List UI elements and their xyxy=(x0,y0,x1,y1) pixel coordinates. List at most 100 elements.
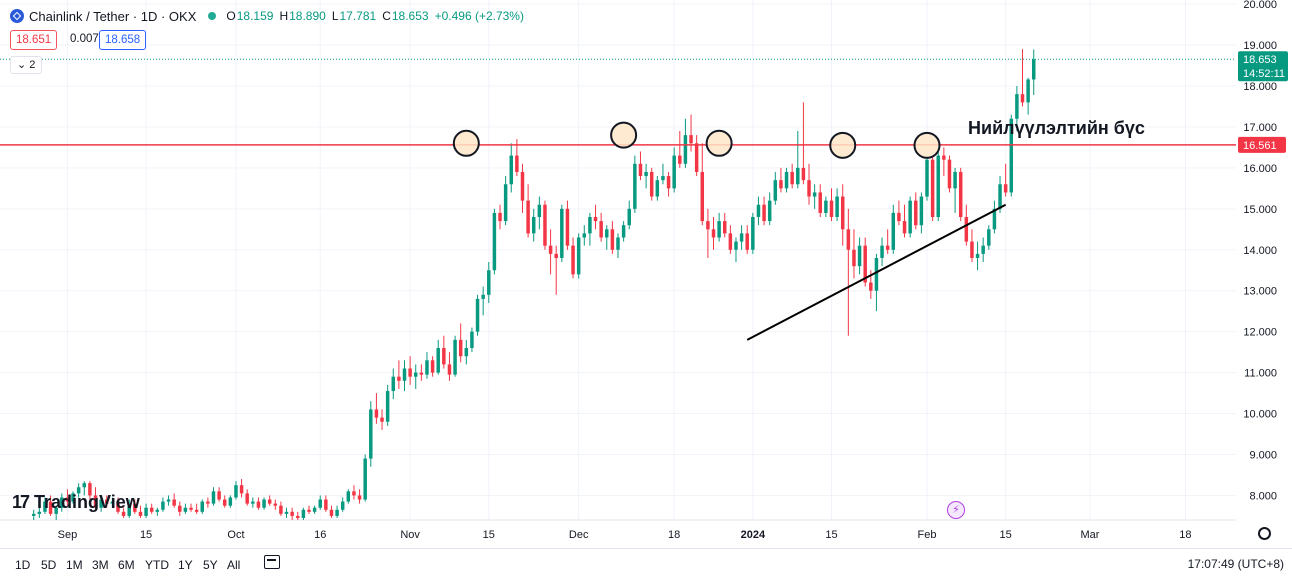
candle-body xyxy=(588,217,592,234)
candle-body xyxy=(116,501,120,512)
candle xyxy=(99,497,103,512)
candle-body xyxy=(633,163,637,209)
x-tick-label: 15 xyxy=(483,529,495,541)
x-tick-label: 18 xyxy=(668,529,680,541)
candle xyxy=(155,507,160,516)
candle-body xyxy=(857,245,862,267)
candle xyxy=(65,489,70,506)
sell-price-button[interactable]: 18.651 xyxy=(10,30,58,50)
candle-body xyxy=(739,233,744,242)
candle xyxy=(605,225,609,250)
candle-body xyxy=(194,509,199,512)
candle-body xyxy=(1032,59,1036,80)
timeframe-1m[interactable]: 1M xyxy=(66,558,83,572)
touch-circle[interactable] xyxy=(705,129,733,157)
candle xyxy=(301,507,306,520)
candle xyxy=(919,192,924,234)
candle xyxy=(638,151,643,181)
candle-body xyxy=(48,501,53,514)
candle xyxy=(537,196,542,230)
trend-line[interactable] xyxy=(746,203,1007,341)
tradingview-logo[interactable]: 17 TradingView xyxy=(12,492,140,513)
candle-body xyxy=(824,200,828,213)
candle-body xyxy=(840,196,845,230)
touch-circle[interactable] xyxy=(913,131,941,159)
candle-body xyxy=(745,233,749,250)
candle-body xyxy=(582,233,587,238)
touch-circle[interactable] xyxy=(829,131,857,159)
candle xyxy=(290,507,294,520)
candle-body xyxy=(902,221,907,234)
indicators-toggle[interactable]: ⌄ 2 xyxy=(10,56,43,74)
candle-body xyxy=(942,155,946,160)
timeframe-all[interactable]: All xyxy=(227,558,241,572)
candle xyxy=(796,131,800,189)
touch-circle[interactable] xyxy=(452,129,480,157)
candle xyxy=(43,497,47,514)
y-tick-label: 18.000 xyxy=(1243,81,1277,93)
y-tick-label: 10.000 xyxy=(1243,409,1277,421)
candle xyxy=(975,241,980,271)
price-chart[interactable]: 8.000 9.000 10.000 11.000 12.000 13.000 14.000… xyxy=(0,0,1292,548)
touch-circles[interactable] xyxy=(452,121,941,159)
gear-icon[interactable] xyxy=(1258,527,1271,540)
candle xyxy=(206,497,210,508)
candle-body xyxy=(380,417,384,422)
candle-body xyxy=(385,391,390,422)
resistance-annotation: Нийлүүлэлтийн бүс xyxy=(968,118,1145,138)
timeframe-ytd[interactable]: YTD xyxy=(145,558,169,572)
candle-body xyxy=(717,221,721,238)
timeframe-5y[interactable]: 5Y xyxy=(203,558,218,572)
resistance-price-label: 16.561 xyxy=(1243,140,1277,152)
flash-icon[interactable]: ⚡ xyxy=(947,501,965,519)
candle xyxy=(678,131,682,168)
candle-body xyxy=(492,212,497,271)
x-tick-label: 16 xyxy=(314,529,326,541)
candle-body xyxy=(644,171,648,177)
candle-body xyxy=(936,155,940,218)
x-tick-label: 15 xyxy=(140,529,152,541)
candle-body xyxy=(958,171,963,218)
candle xyxy=(560,204,564,263)
candle xyxy=(1026,77,1030,115)
y-axis: 8.000 9.000 10.000 11.000 12.000 13.000 14.000… xyxy=(1243,0,1277,502)
candle xyxy=(88,481,92,500)
candle-body xyxy=(700,171,705,222)
last-price-label: 18.653 xyxy=(1243,54,1277,66)
candle-body xyxy=(251,501,255,504)
timeframe-1y[interactable]: 1Y xyxy=(178,558,193,572)
candle-body xyxy=(279,505,283,514)
candle xyxy=(840,184,845,246)
candle xyxy=(172,493,176,508)
timeframe-1d[interactable]: 1D xyxy=(15,558,31,572)
candle-body xyxy=(998,184,1002,209)
resistance-price-tag: 16.561 xyxy=(1238,136,1286,153)
candle-body xyxy=(655,180,660,197)
candle-body xyxy=(526,200,530,234)
candle-body xyxy=(880,245,884,258)
candle xyxy=(217,487,221,502)
buy-price-button[interactable]: 18.658 xyxy=(99,30,147,50)
candle-body xyxy=(531,217,536,234)
candle xyxy=(419,364,424,381)
candle xyxy=(492,208,497,275)
touch-circle[interactable] xyxy=(610,121,638,149)
candle-body xyxy=(481,294,485,299)
low-label: L xyxy=(331,9,339,23)
x-tick-label: 15 xyxy=(1000,529,1012,541)
y-tick-label: 13.000 xyxy=(1243,286,1277,298)
clock[interactable]: 17:07:49 (UTC+8) xyxy=(1187,557,1284,571)
timeframe-6m[interactable]: 6M xyxy=(118,558,135,572)
bottom-toolbar: 1D 5D 1M 3M 6M YTD 1Y 5Y All xyxy=(0,548,1292,580)
symbol-title[interactable]: Chainlink / Tether · 1D · OKX xyxy=(29,8,197,24)
candle xyxy=(93,487,98,510)
timeframe-3m[interactable]: 3M xyxy=(92,558,109,572)
candle xyxy=(633,155,637,213)
calendar-icon[interactable] xyxy=(264,555,280,569)
tradingview-logo-icon: 17 xyxy=(12,492,30,512)
candle-body xyxy=(284,511,289,514)
y-tick-label: 8.000 xyxy=(1249,490,1277,502)
candle-body xyxy=(801,167,806,181)
candle xyxy=(779,167,783,193)
timeframe-5d[interactable]: 5D xyxy=(41,558,57,572)
